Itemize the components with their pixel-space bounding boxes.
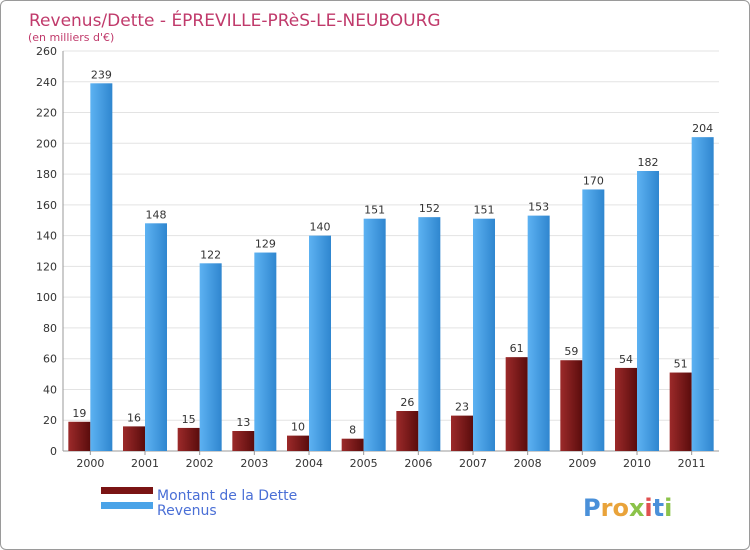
data-label-dette: 61 <box>510 342 524 355</box>
legend-label-dette: Montant de la Dette <box>157 488 297 504</box>
data-label-revenus: 148 <box>146 208 167 221</box>
y-tick-label: 260 <box>36 45 57 58</box>
y-tick-label: 20 <box>43 414 57 427</box>
x-tick-label: 2000 <box>76 457 104 470</box>
data-label-dette: 19 <box>72 407 86 420</box>
chart-title: Revenus/Dette - ÉPREVILLE-PRèS-LE-NEUBOU… <box>29 9 441 31</box>
bar-revenus <box>582 189 605 451</box>
data-label-revenus: 122 <box>200 248 221 261</box>
data-label-dette: 10 <box>291 421 305 434</box>
logo-letter: P <box>583 494 601 522</box>
bar-dette <box>341 438 364 451</box>
data-label-dette: 26 <box>400 396 414 409</box>
data-label-revenus: 182 <box>638 156 659 169</box>
bar-dette <box>615 367 637 451</box>
data-label-revenus: 152 <box>419 202 440 215</box>
y-tick-label: 60 <box>43 353 57 366</box>
bar-revenus <box>90 83 113 452</box>
bar-revenus <box>418 217 441 451</box>
chart-subtitle: (en milliers d'€) <box>28 31 114 44</box>
y-tick-label: 220 <box>36 107 57 120</box>
bar-revenus <box>254 252 277 451</box>
x-tick-label: 2007 <box>459 457 487 470</box>
data-label-dette: 15 <box>182 413 196 426</box>
logo-letter: i <box>664 494 672 522</box>
y-tick-label: 40 <box>43 383 57 396</box>
x-tick-label: 2002 <box>186 457 214 470</box>
x-tick-label: 2005 <box>350 457 378 470</box>
data-label-dette: 13 <box>236 416 250 429</box>
bar-revenus <box>199 263 222 451</box>
y-tick-label: 140 <box>36 230 57 243</box>
data-label-revenus: 129 <box>255 238 276 251</box>
data-label-dette: 8 <box>349 424 356 437</box>
y-tick-label: 200 <box>36 137 57 150</box>
bar-dette <box>505 357 528 451</box>
bar-revenus <box>473 218 495 451</box>
legend-swatch-revenus <box>101 502 153 509</box>
bar-dette <box>177 427 200 451</box>
legend-swatch-dette <box>101 487 153 494</box>
data-label-revenus: 153 <box>528 201 549 214</box>
logo-letter: r <box>601 494 613 522</box>
bar-revenus <box>527 215 550 451</box>
axes: 0 20 40 60 80 100 120 140 160 180 200 220 240 260 2000… <box>36 45 719 470</box>
y-tick-label: 120 <box>36 260 57 273</box>
bar-dette <box>451 415 473 451</box>
x-tick-label: 2006 <box>404 457 432 470</box>
bar-dette <box>669 372 692 451</box>
logo-text: Proxiti <box>583 494 672 522</box>
x-tick-label: 2003 <box>240 457 268 470</box>
data-label-revenus: 204 <box>692 122 713 135</box>
y-tick-label: 240 <box>36 76 57 89</box>
x-tick-label: 2001 <box>131 457 159 470</box>
bar-dette <box>123 426 145 451</box>
bar-dette <box>287 435 309 451</box>
bar-dette <box>560 360 583 451</box>
bar-dette <box>396 411 419 451</box>
logo-letter: t <box>653 494 664 522</box>
data-label-dette: 51 <box>674 358 688 371</box>
legend-label-revenus: Revenus <box>157 503 217 519</box>
x-tick-label: 2004 <box>295 457 323 470</box>
y-tick-label: 160 <box>36 199 57 212</box>
proxiti-logo: Proxiti <box>583 494 672 522</box>
y-tick-label: 100 <box>36 291 57 304</box>
logo-letter: o <box>612 494 629 522</box>
data-label-revenus: 140 <box>310 221 331 234</box>
data-label-revenus: 151 <box>364 204 385 217</box>
gridlines <box>63 50 719 452</box>
bar-dette <box>68 421 91 451</box>
y-tick-label: 180 <box>36 168 57 181</box>
data-label-revenus: 170 <box>583 174 604 187</box>
data-label-revenus: 151 <box>474 204 495 217</box>
bar-revenus <box>637 171 659 451</box>
data-labels: 19 239 16 148 15 122 13 129 10 140 8 151 26 152 23 151 6… <box>72 68 713 436</box>
legend: Montant de la Dette Revenus <box>101 487 297 519</box>
x-tick-label: 2008 <box>514 457 542 470</box>
bar-revenus <box>363 218 386 451</box>
data-label-dette: 23 <box>455 401 469 414</box>
bar-revenus <box>691 137 714 451</box>
x-tick-label: 2009 <box>568 457 596 470</box>
data-label-revenus: 239 <box>91 68 112 81</box>
y-tick-label: 80 <box>43 322 57 335</box>
bar-revenus <box>145 223 167 451</box>
bar-revenus <box>309 235 331 451</box>
x-tick-label: 2011 <box>678 457 706 470</box>
bars <box>68 83 714 452</box>
data-label-dette: 59 <box>564 345 578 358</box>
x-tick-label: 2010 <box>623 457 651 470</box>
bar-dette <box>232 431 255 451</box>
logo-letter: x <box>629 494 645 522</box>
y-tick-label: 0 <box>50 445 57 458</box>
logo-letter: i <box>644 494 652 522</box>
data-label-dette: 54 <box>619 353 633 366</box>
data-label-dette: 16 <box>127 411 141 424</box>
